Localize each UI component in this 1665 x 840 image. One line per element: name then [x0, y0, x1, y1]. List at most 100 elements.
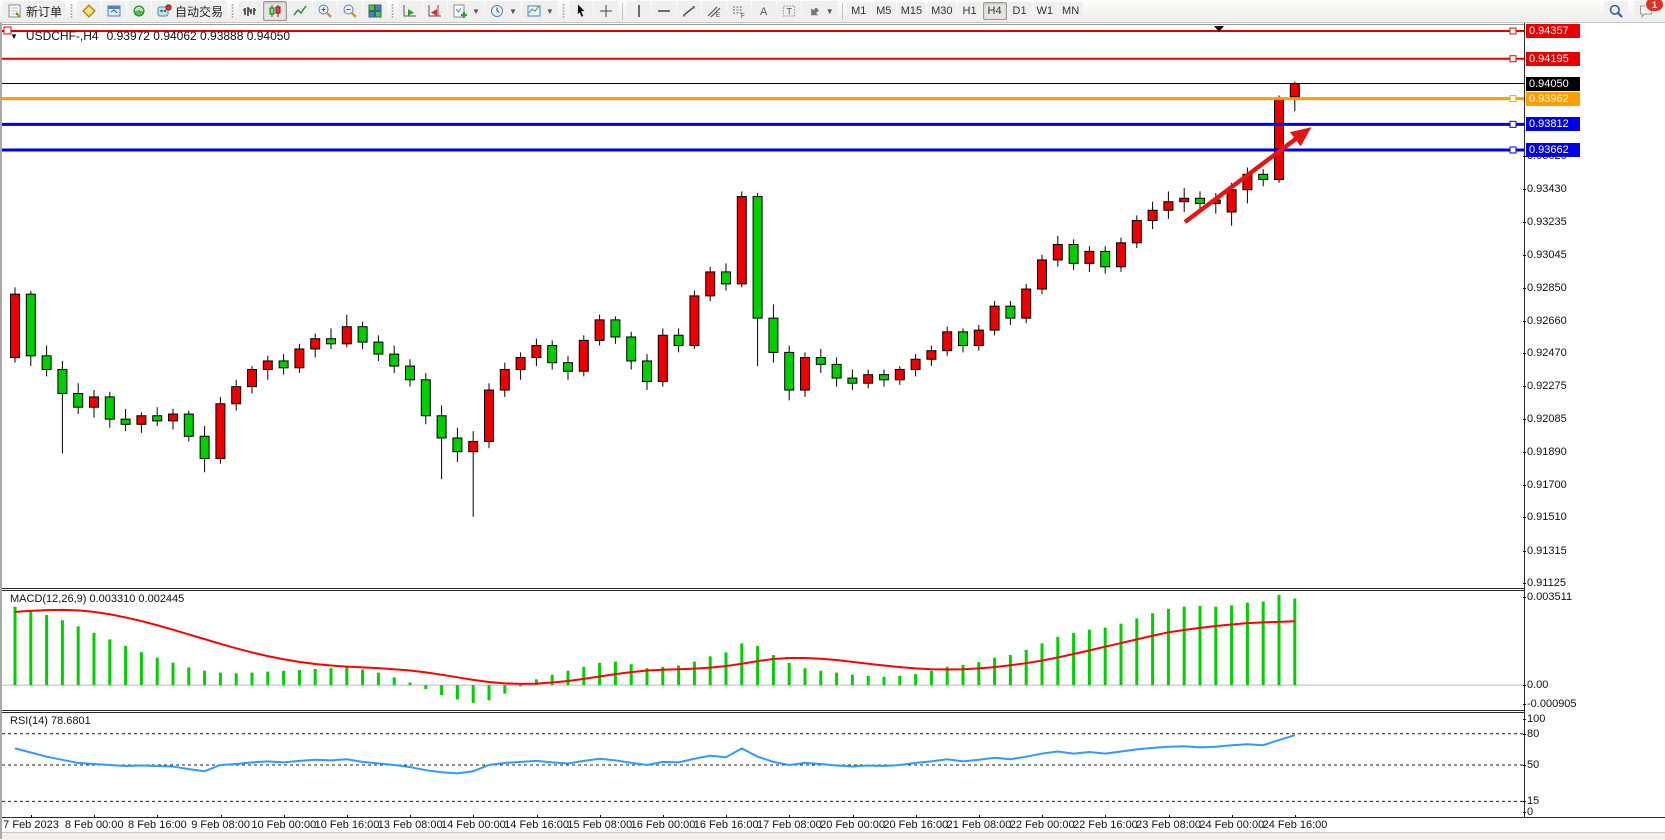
cursor-button[interactable]: [568, 1, 593, 21]
bar-chart-button[interactable]: [238, 1, 263, 21]
price-level-badge[interactable]: 0.94357: [1526, 23, 1580, 38]
macd-histogram-bar: [661, 666, 665, 686]
candle: [642, 354, 652, 391]
rsi-chart[interactable]: [2, 713, 1524, 817]
auto-scroll-button[interactable]: [398, 1, 423, 21]
macd-panel[interactable]: [2, 591, 1524, 710]
chart-window[interactable]: ▼ USDCHF-,H4 0.93972 0.94062 0.93888 0.9…: [0, 23, 1665, 840]
candle: [705, 266, 716, 302]
price-level-badge[interactable]: 0.93962: [1526, 91, 1580, 106]
periods-clock-button[interactable]: ▼: [484, 1, 521, 21]
zoom-in-button[interactable]: [313, 1, 338, 21]
symbol-dropdown-icon[interactable]: ▼: [10, 31, 18, 41]
chart-shift-marker: [1214, 26, 1224, 32]
macd-histogram-bar: [1166, 608, 1170, 686]
candle: [879, 369, 889, 387]
tab-timeframe-m30[interactable]: M30: [927, 2, 957, 20]
candle: [183, 410, 194, 442]
svg-text:T: T: [786, 7, 792, 17]
fibonacci-button[interactable]: F: [726, 1, 751, 21]
time-axis[interactable]: 7 Feb 2023 8 Feb 00:00 8 Feb 16:00 9 Feb 08…: [2, 815, 1524, 832]
level-anchor-handle[interactable]: [1509, 120, 1517, 128]
price-level-badge[interactable]: 0.94195: [1526, 51, 1580, 66]
level-anchor-handle[interactable]: [1509, 146, 1517, 154]
crosshair-button[interactable]: [593, 1, 618, 21]
tab-timeframe-w1[interactable]: W1: [1032, 2, 1058, 20]
price-tick-label: 0.91890: [1523, 446, 1567, 459]
templates-button[interactable]: ▼: [521, 1, 558, 21]
trendline-button[interactable]: [676, 1, 701, 21]
tab-timeframe-m5[interactable]: M5: [871, 2, 896, 20]
trend-arrow-annotation[interactable]: [1183, 127, 1312, 224]
candle: [436, 405, 447, 480]
auto-trading-button[interactable]: 自动交易: [152, 1, 228, 21]
candle: [1289, 81, 1300, 112]
tab-timeframe-h1[interactable]: H1: [957, 2, 982, 20]
candlestick-chart[interactable]: [2, 25, 1524, 588]
notification-badge[interactable]: 1: [1645, 0, 1664, 12]
candle: [389, 345, 400, 373]
price-tick-label: 0.92850: [1523, 282, 1567, 295]
panel-divider[interactable]: [2, 712, 1665, 713]
price-tick-label: 0.92275: [1523, 380, 1567, 393]
main-chart-panel[interactable]: [2, 25, 1524, 588]
horizontal-line-button[interactable]: [651, 1, 676, 21]
vertical-line-button[interactable]: [626, 1, 651, 21]
price-level-badge[interactable]: 0.93812: [1526, 117, 1580, 132]
text-label-icon: T: [782, 5, 795, 17]
time-axis-label: 20 Feb 16:00: [883, 819, 949, 831]
level-anchor-handle[interactable]: [1509, 27, 1517, 35]
market-watch-button[interactable]: [77, 1, 102, 21]
tab-timeframe-m15[interactable]: M15: [896, 2, 927, 20]
level-anchor-handle[interactable]: [3, 26, 12, 35]
text-label-button[interactable]: T: [776, 1, 801, 21]
line-chart-button[interactable]: [288, 1, 313, 21]
macd-histogram-bar: [1024, 649, 1028, 686]
candle: [41, 345, 52, 377]
search-button[interactable]: [1604, 1, 1628, 21]
level-anchor-handle[interactable]: [1509, 95, 1517, 103]
candle: [784, 345, 795, 401]
time-axis-label: 24 Feb 00:00: [1199, 819, 1265, 831]
new-order-button[interactable]: 新订单: [3, 1, 67, 21]
macd-histogram-bar: [866, 676, 870, 686]
toolbar-grip[interactable]: [231, 3, 235, 19]
macd-histogram-bar: [1056, 636, 1060, 686]
tab-timeframe-mn[interactable]: MN: [1058, 2, 1084, 20]
horizontal-line-icon: [657, 10, 670, 12]
toolbar-grip[interactable]: [561, 3, 565, 19]
text-button[interactable]: A: [751, 1, 776, 21]
signals-button[interactable]: [127, 1, 152, 21]
time-axis-label: 20 Feb 00:00: [820, 819, 886, 831]
current-price-badge[interactable]: 0.94050: [1526, 76, 1580, 91]
tile-windows-button[interactable]: [363, 1, 388, 21]
tab-timeframe-h4[interactable]: H4: [982, 2, 1007, 20]
price-level-badge[interactable]: 0.93662: [1526, 142, 1580, 157]
zoom-out-button[interactable]: [338, 1, 363, 21]
time-axis-label: 10 Feb 16:00: [314, 819, 380, 831]
arrows-button[interactable]: ▼: [801, 1, 838, 21]
rsi-panel[interactable]: [2, 713, 1524, 817]
tab-timeframe-m1[interactable]: M1: [846, 2, 871, 20]
navigator-button[interactable]: [102, 1, 127, 21]
equidistant-channel-button[interactable]: E: [701, 1, 726, 21]
macd-chart[interactable]: [2, 591, 1524, 710]
macd-histogram-bar: [203, 670, 207, 686]
toolbar-grip[interactable]: [391, 3, 395, 19]
level-anchor-handle[interactable]: [1509, 55, 1517, 63]
chevron-down-icon: ▼: [472, 6, 480, 16]
price-axis[interactable]: 0.936200.934300.932350.930450.928500.926…: [1522, 23, 1665, 818]
price-tick-label: 0.91125: [1523, 577, 1566, 590]
candlestick-chart-button[interactable]: [263, 1, 288, 21]
toolbar-grip[interactable]: [70, 3, 74, 19]
panel-divider[interactable]: [2, 590, 1665, 591]
rsi-scale-label: 0: [1522, 806, 1534, 818]
add-indicator-button[interactable]: ▼: [448, 1, 484, 21]
tab-timeframe-d1[interactable]: D1: [1007, 2, 1032, 20]
price-tick-label: 0.91315: [1523, 544, 1567, 557]
panel-divider[interactable]: [2, 710, 1665, 711]
chart-shift-button[interactable]: [423, 1, 448, 21]
crosshair-icon: [599, 5, 612, 17]
macd-histogram-bar: [45, 615, 49, 686]
panel-divider[interactable]: [2, 588, 1665, 589]
